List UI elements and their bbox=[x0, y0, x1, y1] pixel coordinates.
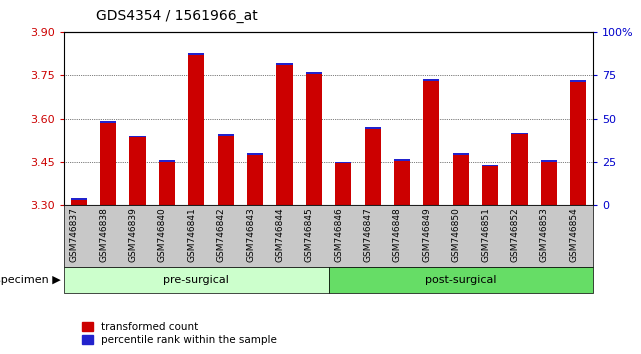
Bar bbox=[453, 155, 469, 205]
Text: specimen ▶: specimen ▶ bbox=[0, 275, 61, 285]
Bar bbox=[306, 74, 322, 205]
Bar bbox=[423, 79, 440, 81]
Bar bbox=[570, 80, 587, 82]
Bar bbox=[365, 129, 381, 205]
Bar bbox=[71, 200, 87, 205]
Text: GSM746846: GSM746846 bbox=[334, 207, 343, 262]
Text: GSM746854: GSM746854 bbox=[569, 207, 578, 262]
Bar bbox=[453, 153, 469, 155]
Bar bbox=[541, 162, 557, 205]
Text: GSM746853: GSM746853 bbox=[540, 207, 549, 262]
Bar bbox=[570, 82, 587, 205]
Text: GSM746848: GSM746848 bbox=[393, 207, 402, 262]
Bar bbox=[335, 164, 351, 205]
Bar bbox=[482, 166, 498, 205]
Bar bbox=[129, 136, 146, 137]
Bar bbox=[482, 165, 498, 166]
Text: GSM746847: GSM746847 bbox=[363, 207, 372, 262]
Text: GSM746852: GSM746852 bbox=[510, 207, 519, 262]
Text: GSM746849: GSM746849 bbox=[422, 207, 431, 262]
Bar bbox=[306, 72, 322, 74]
Bar bbox=[335, 162, 351, 164]
Text: GSM746842: GSM746842 bbox=[217, 207, 226, 262]
Text: GSM746841: GSM746841 bbox=[187, 207, 196, 262]
Text: GSM746845: GSM746845 bbox=[305, 207, 314, 262]
Bar bbox=[423, 81, 440, 205]
Bar bbox=[276, 63, 292, 65]
Bar bbox=[365, 127, 381, 129]
Bar bbox=[100, 123, 116, 205]
Bar bbox=[247, 153, 263, 155]
Text: GSM746839: GSM746839 bbox=[129, 207, 138, 262]
Bar bbox=[159, 160, 175, 162]
Bar bbox=[394, 159, 410, 160]
Bar bbox=[217, 134, 234, 136]
Text: GSM746844: GSM746844 bbox=[276, 207, 285, 262]
Bar bbox=[512, 133, 528, 135]
Text: pre-surgical: pre-surgical bbox=[163, 275, 229, 285]
Bar bbox=[276, 65, 292, 205]
Bar bbox=[188, 53, 204, 55]
Bar bbox=[71, 198, 87, 200]
Text: GSM746838: GSM746838 bbox=[99, 207, 108, 262]
Bar bbox=[129, 137, 146, 205]
Text: GSM746837: GSM746837 bbox=[70, 207, 79, 262]
Bar bbox=[512, 135, 528, 205]
Bar bbox=[217, 136, 234, 205]
Bar bbox=[541, 160, 557, 162]
Text: GDS4354 / 1561966_at: GDS4354 / 1561966_at bbox=[96, 9, 258, 23]
Text: GSM746840: GSM746840 bbox=[158, 207, 167, 262]
Bar bbox=[159, 162, 175, 205]
Bar bbox=[188, 55, 204, 205]
Bar bbox=[100, 121, 116, 123]
Text: post-surgical: post-surgical bbox=[425, 275, 497, 285]
Bar bbox=[247, 155, 263, 205]
Legend: transformed count, percentile rank within the sample: transformed count, percentile rank withi… bbox=[82, 322, 277, 345]
Bar bbox=[394, 160, 410, 205]
Text: GSM746850: GSM746850 bbox=[452, 207, 461, 262]
Text: GSM746843: GSM746843 bbox=[246, 207, 255, 262]
Text: GSM746851: GSM746851 bbox=[481, 207, 490, 262]
